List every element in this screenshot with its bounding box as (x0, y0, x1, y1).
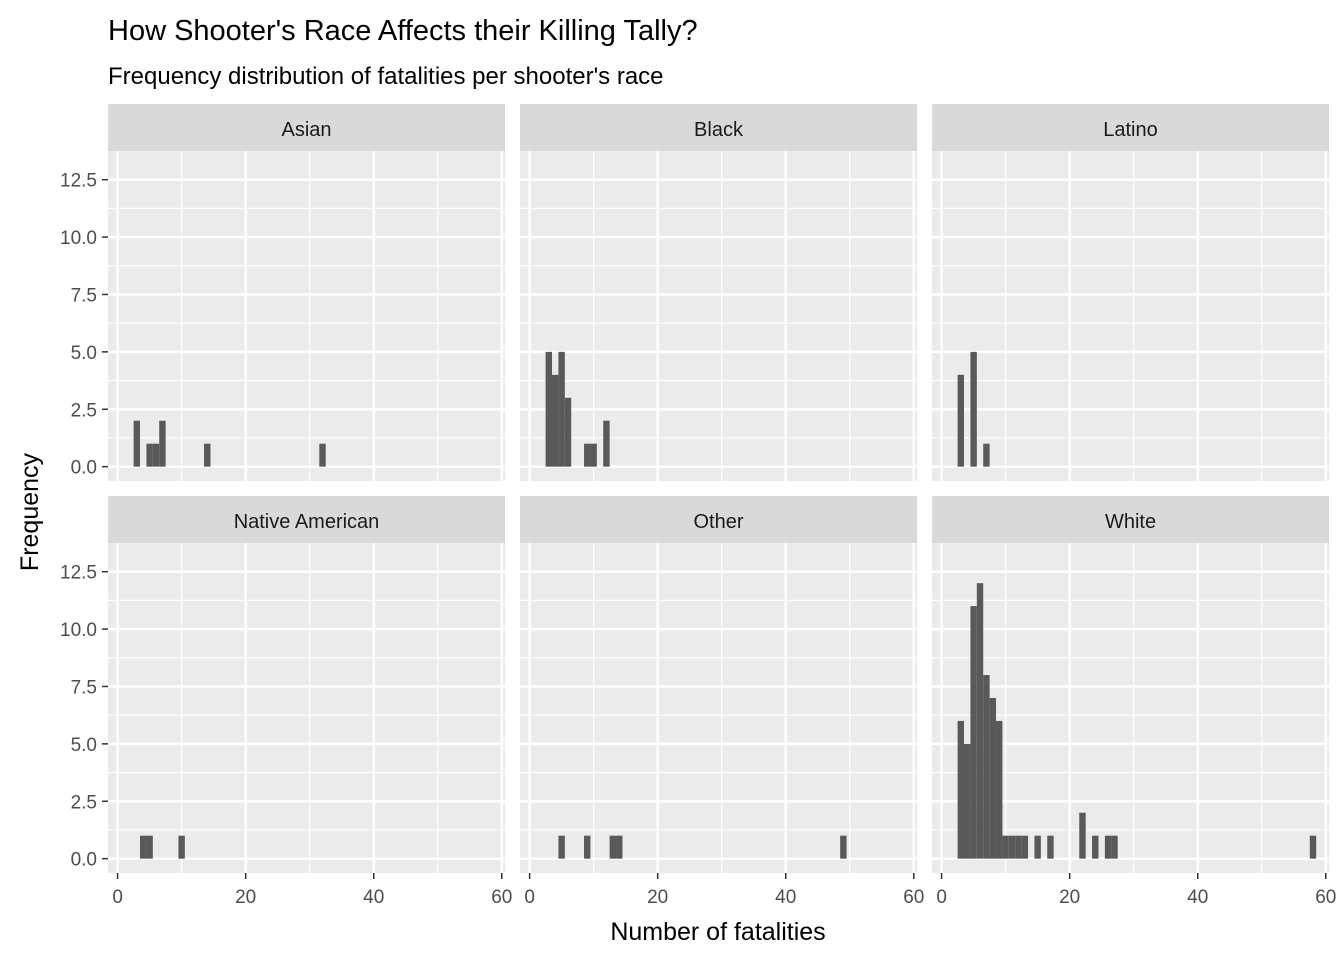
y-tick-label: 5.0 (71, 343, 97, 364)
y-tick-label: 12.5 (60, 563, 97, 584)
x-tick-label: 40 (1187, 887, 1208, 908)
histogram-bar (133, 420, 141, 467)
histogram-bar (1047, 835, 1054, 859)
histogram-bar (840, 835, 847, 859)
histogram-bar (1021, 835, 1029, 859)
histogram-bar (140, 835, 147, 859)
histogram-bar (989, 697, 997, 859)
chart-title: How Shooter's Race Affects their Killing… (108, 15, 698, 47)
x-tick-label: 40 (363, 887, 384, 908)
facet-panels: Asian 0.0 2.5 5.0 7.5 10.0 12.5 Black Latino Nati… (60, 104, 1336, 908)
histogram-bar (609, 835, 617, 859)
histogram-bar (159, 420, 166, 467)
histogram-bar (545, 351, 553, 467)
facet-strip-label: Black (694, 119, 744, 141)
histogram-bar (1015, 835, 1022, 859)
histogram-bar (957, 720, 965, 859)
histogram-bar (146, 835, 153, 859)
histogram-bar (957, 374, 965, 467)
panel-background (520, 151, 917, 481)
facet-strip (108, 496, 505, 543)
facet-panel-black: Black (520, 104, 917, 481)
y-axis-title: Frequency (16, 452, 44, 571)
y-tick-label: 2.5 (71, 792, 97, 813)
x-tick-label: 0 (936, 887, 947, 908)
histogram-bar (552, 374, 559, 467)
histogram-bar (558, 835, 565, 859)
histogram-bar (584, 835, 591, 859)
x-tick-label: 40 (775, 887, 796, 908)
histogram-bar (976, 583, 984, 859)
facet-strip (932, 496, 1329, 543)
histogram-bar (1002, 835, 1009, 859)
facet-strip-label: Latino (1103, 119, 1158, 141)
x-tick-label: 0 (524, 887, 535, 908)
panel-background (108, 543, 505, 873)
histogram-bar (146, 443, 153, 467)
histogram-bar (983, 675, 990, 859)
panel-background (108, 151, 505, 481)
histogram-bar (970, 351, 977, 467)
facet-strip (520, 496, 917, 543)
histogram-bar (996, 720, 1003, 859)
histogram-bar (584, 443, 591, 467)
panel-background (520, 543, 917, 873)
histogram-bar (1111, 835, 1118, 859)
histogram-bar (616, 835, 623, 859)
histogram-bar (178, 835, 185, 859)
y-tick-label: 0.0 (71, 458, 97, 479)
x-tick-label: 20 (1059, 887, 1080, 908)
x-tick-label: 60 (903, 887, 924, 908)
histogram-bar (152, 443, 160, 467)
histogram-bar (1079, 812, 1086, 859)
facet-panel-native-american: Native American 0.0 2.5 5.0 7.5 10.0 12.5 0 20 40… (60, 496, 512, 908)
histogram-bar (558, 351, 565, 467)
histogram-bar (590, 443, 597, 467)
histogram-bar (1008, 835, 1016, 859)
y-tick-label: 7.5 (71, 285, 97, 306)
histogram-bar (564, 397, 572, 467)
histogram-bar (970, 606, 977, 859)
facet-panel-latino: Latino (932, 104, 1329, 481)
histogram-bar (1092, 835, 1099, 859)
y-tick-label: 12.5 (60, 171, 97, 192)
facet-strip-label: White (1105, 511, 1156, 533)
histogram-bar (1034, 835, 1041, 859)
facet-strip (520, 104, 917, 151)
facet-strip-label: Asian (281, 119, 331, 141)
x-tick-label: 0 (112, 887, 123, 908)
histogram-bar (1104, 835, 1112, 859)
x-axis-title: Number of fatalities (610, 918, 825, 946)
x-tick-label: 60 (1315, 887, 1336, 908)
y-tick-label: 10.0 (60, 228, 97, 249)
y-tick-label: 2.5 (71, 400, 97, 421)
y-tick-label: 0.0 (71, 850, 97, 871)
chart-subtitle: Frequency distribution of fatalities per… (108, 63, 664, 90)
x-tick-label: 20 (647, 887, 668, 908)
facet-panel-other: Other 0 20 40 60 (520, 496, 924, 908)
y-tick-label: 7.5 (71, 677, 97, 698)
histogram-bar (983, 443, 990, 467)
x-tick-label: 20 (235, 887, 256, 908)
histogram-bar (964, 743, 971, 859)
facet-strip (932, 104, 1329, 151)
facet-panel-white: White 0 20 40 60 (932, 496, 1336, 908)
x-tick-label: 60 (491, 887, 512, 908)
facet-strip-label: Other (693, 511, 743, 533)
facet-panel-asian: Asian 0.0 2.5 5.0 7.5 10.0 12.5 (60, 104, 505, 481)
facet-strip (108, 104, 505, 151)
facet-strip-label: Native American (234, 511, 380, 533)
histogram-bar (204, 443, 211, 467)
y-tick-label: 5.0 (71, 735, 97, 756)
y-tick-label: 10.0 (60, 620, 97, 641)
histogram-bar (319, 443, 326, 467)
histogram-bar (603, 420, 610, 467)
panel-background (932, 151, 1329, 481)
histogram-bar (1309, 835, 1317, 859)
